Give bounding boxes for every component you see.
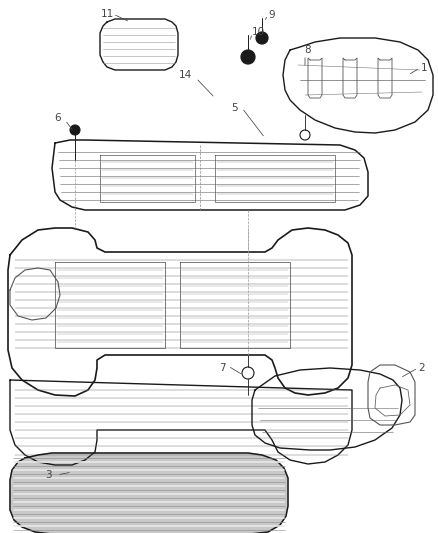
Text: 3: 3 [45,470,51,480]
Text: 5: 5 [232,103,238,113]
Text: 6: 6 [55,113,61,123]
Circle shape [73,127,78,133]
Circle shape [245,54,251,60]
Circle shape [256,32,268,44]
Text: 8: 8 [305,45,311,55]
Text: 11: 11 [100,9,113,19]
Text: 7: 7 [219,363,225,373]
Text: 9: 9 [268,10,276,20]
Circle shape [259,36,265,41]
Text: 1: 1 [420,63,427,73]
Circle shape [70,125,80,135]
Circle shape [241,50,255,64]
Text: 2: 2 [419,363,425,373]
Text: 14: 14 [178,70,192,80]
Text: 10: 10 [251,27,265,37]
Polygon shape [10,453,288,533]
